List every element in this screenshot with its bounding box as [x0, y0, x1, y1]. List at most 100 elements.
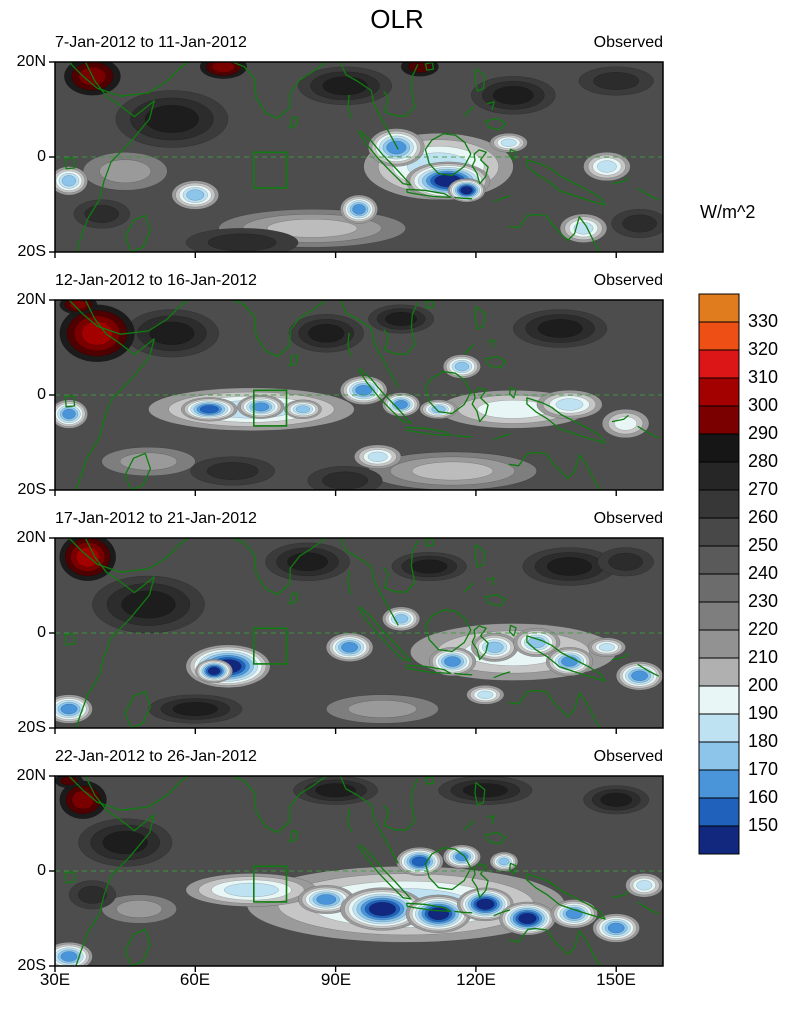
colorbar-label: 270 — [748, 479, 779, 499]
lon-label-120e: 120E — [456, 970, 496, 989]
cold-contour-region — [561, 656, 578, 667]
colorbar-cell — [698, 741, 740, 771]
coastline — [454, 672, 473, 676]
colorbar — [698, 293, 740, 855]
cold-contour-region — [186, 189, 205, 201]
dark-contour-region — [537, 319, 583, 338]
cold-contour-region — [62, 408, 76, 420]
cold-contour-region — [341, 642, 359, 653]
coastline — [484, 355, 507, 369]
coastline — [232, 62, 327, 120]
panel-2-period: 12-Jan-2012 to 16-Jan-2012 — [55, 272, 257, 289]
cold-contour-region — [596, 160, 617, 173]
coastline — [463, 106, 475, 117]
colorbar-cell — [698, 517, 740, 547]
cold-contour-region — [207, 666, 221, 676]
panel-4-observed-label: Observed — [593, 748, 663, 765]
coastline — [486, 101, 495, 111]
coastline — [508, 148, 517, 161]
coastline — [474, 781, 486, 806]
index-region-box — [253, 389, 288, 427]
panel-4-header: 22-Jan-2012 to 26-Jan-2012 Observed — [55, 748, 663, 770]
colorbar-label: 250 — [748, 535, 779, 555]
dark-contour-region — [77, 885, 107, 904]
coastline — [339, 538, 399, 626]
coastline — [463, 344, 475, 355]
colorbar-cell — [698, 545, 740, 575]
dark-contour-region — [546, 557, 593, 576]
cold-contour-region — [500, 138, 517, 147]
coastline — [64, 157, 76, 170]
coastline — [358, 844, 412, 900]
index-region-box — [253, 627, 288, 665]
coastline — [424, 371, 472, 415]
coastline — [383, 64, 419, 117]
coastline — [637, 663, 660, 677]
colorbar-label: 200 — [748, 675, 779, 695]
cold-contour-region — [454, 361, 470, 372]
colorbar-cell — [698, 769, 740, 799]
map-panel-3 — [49, 537, 664, 734]
coastline — [486, 339, 495, 349]
dark-contour-region — [600, 792, 633, 807]
coastline — [84, 62, 117, 103]
light-contour-region — [116, 900, 163, 918]
dark-contour-region — [207, 233, 277, 252]
cold-contour-region — [455, 852, 469, 862]
coastline — [75, 576, 155, 728]
dark-contour-region — [410, 559, 448, 574]
cold-contour-region — [61, 175, 77, 187]
index-region-box — [253, 151, 288, 189]
colorbar-label: 280 — [748, 451, 779, 471]
coastline — [474, 305, 486, 330]
lat-label-20s: 20S — [17, 481, 46, 498]
dark-contour-region — [593, 72, 640, 90]
coastline — [406, 188, 452, 199]
coastline — [424, 62, 435, 71]
colorbar-label: 210 — [748, 647, 779, 667]
lat-label-0: 0 — [37, 386, 46, 403]
cold-contour-region — [607, 922, 625, 934]
dark-contour-region — [322, 76, 368, 96]
coastline — [68, 62, 189, 97]
dark-contour-region — [321, 471, 369, 490]
coastline — [526, 635, 606, 682]
panel-2-header: 12-Jan-2012 to 16-Jan-2012 Observed — [55, 272, 663, 294]
coastline — [64, 395, 76, 408]
cold-contour-region — [60, 951, 78, 962]
coastline — [508, 927, 601, 966]
lat-label-20n: 20N — [16, 767, 46, 784]
coastline — [454, 910, 473, 914]
colorbar-label: 150 — [748, 815, 779, 835]
coastline — [347, 332, 352, 357]
colorbar-label: 260 — [748, 507, 779, 527]
panel-1-observed-label: Observed — [593, 34, 663, 51]
coastline — [339, 62, 399, 150]
cold-contour-region — [614, 416, 638, 431]
cold-contour-region — [352, 204, 366, 215]
coastline — [637, 187, 660, 201]
coastline — [474, 67, 486, 92]
light-contour-region — [347, 700, 417, 718]
coastline — [358, 130, 412, 186]
coastline — [289, 116, 299, 129]
coastline — [124, 452, 152, 490]
dark-contour-region — [492, 85, 534, 105]
coastline — [68, 538, 189, 573]
cold-contour-region — [485, 641, 504, 653]
colorbar-label: 320 — [748, 339, 779, 359]
coastline — [637, 901, 660, 915]
panel-2-observed-label: Observed — [593, 272, 663, 289]
cold-contour-region — [460, 186, 473, 195]
warm-contour-region — [69, 300, 88, 310]
colorbar-label: 220 — [748, 619, 779, 639]
lat-label-20s: 20S — [17, 243, 46, 260]
colorbar-cell — [698, 629, 740, 659]
cold-contour-region — [367, 451, 388, 462]
coastline — [339, 300, 399, 388]
coastline — [508, 213, 601, 252]
coastline — [75, 814, 155, 966]
coastline — [406, 664, 452, 675]
coastline — [424, 609, 472, 653]
